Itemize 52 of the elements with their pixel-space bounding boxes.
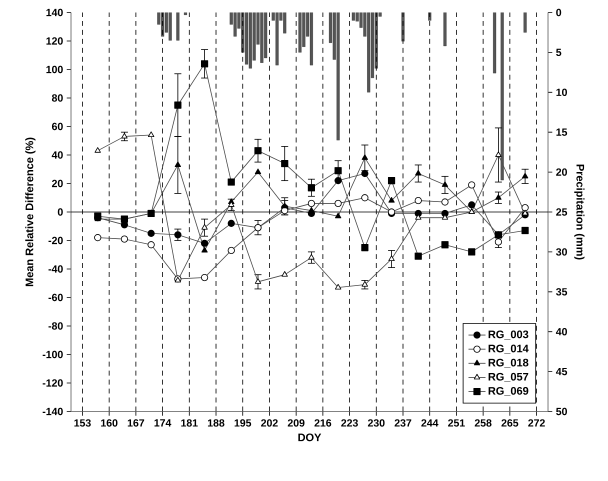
y-tick-label: 120 [46,37,63,45]
x-tick-label: 209 [288,419,304,427]
x-tick-label: 216 [314,419,332,427]
y-tick-label: 140 [46,8,63,16]
y2-tick-label: 15 [556,128,568,136]
y-tick-label: 60 [52,122,63,130]
x-tick-label: 153 [74,419,91,427]
x-tick-label: 237 [394,419,412,427]
y2-tick-label: 45 [556,368,568,376]
legend-label: RG_018 [488,358,528,368]
x-tick-label: 202 [261,419,278,427]
x-tick-label: 258 [474,419,492,427]
legend-label: RG_069 [488,386,528,396]
y-tick-label: -20 [48,236,63,244]
y-tick-label: -80 [48,322,63,330]
x-axis-title: DOY [298,434,322,442]
y-tick-label: 100 [46,66,63,74]
x-tick-label: 272 [528,419,545,427]
x-tick-label: 174 [154,419,172,426]
y-tick-label: 40 [52,151,63,159]
y-tick-label: 0 [58,208,63,216]
x-tick-label: 181 [181,419,198,427]
x-tick-label: 160 [101,419,118,427]
x-tick-label: 265 [501,419,518,427]
x-tick-label: 223 [341,419,358,427]
y-tick-label: -60 [48,294,63,302]
y2-tick-label: 20 [556,168,567,176]
y-tick-label: 20 [52,180,63,188]
y-tick-label: 80 [52,94,63,102]
y2-tick-label: 40 [556,328,567,336]
y2-tick-label: 5 [556,48,562,56]
y2-axis-title: Precipitation (mm) [574,164,584,260]
y2-tick-label: 30 [556,248,567,256]
y-axis-title: Mean Relative Difference (%) [25,138,36,286]
y2-tick-label: 25 [556,208,568,216]
x-tick-label: 230 [368,419,385,427]
y-tick-label: -140 [42,408,63,416]
x-tick-label: 251 [448,419,465,427]
y2-tick-label: 10 [556,88,567,96]
legend-label: RG_057 [488,372,528,382]
x-tick-label: 244 [421,419,438,427]
y2-tick-label: 0 [556,8,562,16]
y-tick-label: -100 [42,350,63,358]
x-tick-label: 188 [208,419,224,427]
y2-tick-label: 35 [556,288,568,296]
x-tick-label: 167 [128,419,144,427]
x-tick-label: 195 [234,419,252,427]
y2-tick-label: 50 [556,408,567,416]
legend-label: RG_014 [488,344,529,354]
y-tick-label: -120 [42,379,63,387]
y-tick-label: -40 [48,265,63,273]
legend-label: RG_003 [488,330,528,340]
